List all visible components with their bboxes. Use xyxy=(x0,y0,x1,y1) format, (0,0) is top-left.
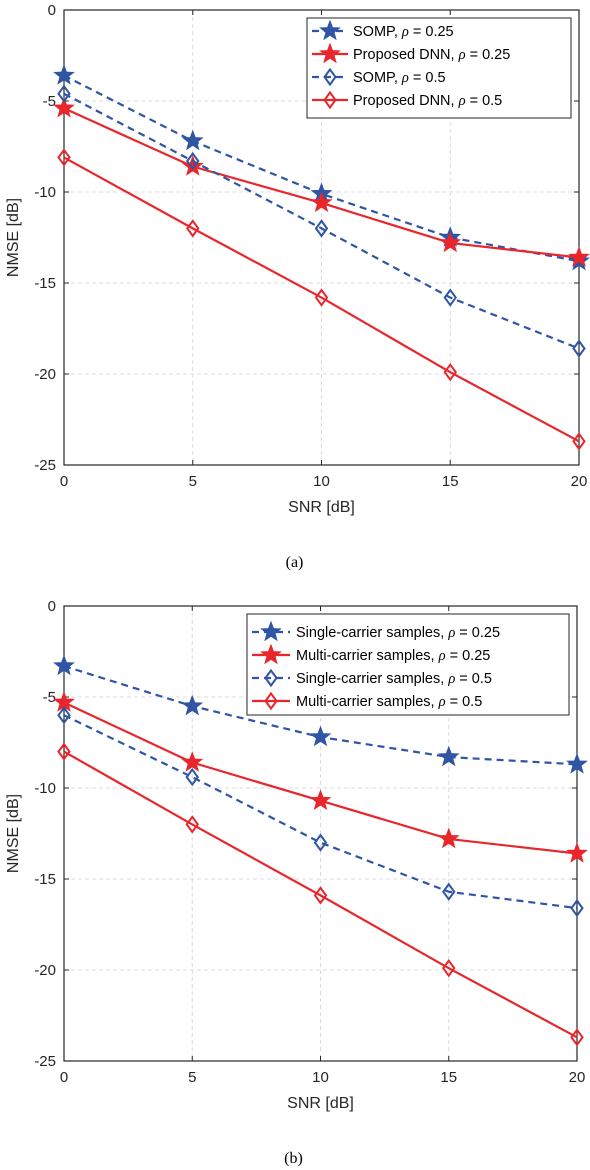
data-point xyxy=(442,882,456,901)
data-point xyxy=(185,767,199,787)
x-tick-label: 15 xyxy=(440,1069,457,1086)
data-point xyxy=(313,833,328,852)
data-point xyxy=(181,129,204,151)
series-line xyxy=(63,74,580,263)
x-tick-label: 10 xyxy=(313,473,330,490)
data-point xyxy=(572,339,586,358)
data-point xyxy=(309,725,332,747)
data-point xyxy=(53,64,75,85)
legend-label: Multi-carrier samples, ρ = 0.25 xyxy=(296,648,490,664)
legend-label: Multi-carrier samples, ρ = 0.5 xyxy=(296,694,482,710)
legend-marker xyxy=(260,643,282,665)
data-point xyxy=(53,96,75,118)
data-point xyxy=(314,288,329,307)
legend-box xyxy=(246,613,570,716)
legend: Single-carrier samples, ρ = 0.25 Multi-ca… xyxy=(246,613,570,716)
data-point xyxy=(568,246,590,267)
data-point xyxy=(185,815,199,834)
x-tick-label: 20 xyxy=(571,473,588,490)
series-1 xyxy=(53,654,588,774)
panel-caption: (b) xyxy=(284,1150,303,1167)
data-point xyxy=(309,789,332,810)
data-point xyxy=(186,219,200,238)
data-point xyxy=(566,842,588,863)
y-axis-title: NMSE [dB] xyxy=(5,794,22,873)
legend-label: Single-carrier samples, ρ = 0.5 xyxy=(296,671,492,687)
data-point xyxy=(313,886,328,905)
x-tick-label: 0 xyxy=(60,1069,68,1086)
data-point xyxy=(572,432,586,451)
series-line xyxy=(63,92,580,350)
data-point xyxy=(181,155,204,176)
legend-label: Proposed DNN, ρ = 0.5 xyxy=(353,93,502,109)
x-axis-title: SNR [dB] xyxy=(287,1095,354,1112)
data-point xyxy=(53,654,75,676)
y-tick-label: -10 xyxy=(34,184,56,201)
y-tick-label: -5 xyxy=(43,93,56,110)
data-point xyxy=(181,694,204,716)
data-point xyxy=(443,288,457,307)
series-line xyxy=(63,750,578,1039)
y-tick-label: -20 xyxy=(34,366,56,383)
data-point xyxy=(314,219,329,238)
y-tick-label: -25 xyxy=(34,457,56,474)
y-tick-label: -15 xyxy=(34,275,56,292)
legend-marker xyxy=(323,90,337,110)
data-point xyxy=(57,84,71,103)
data-point xyxy=(437,827,460,849)
data-point xyxy=(57,706,71,725)
y-tick-label: 0 xyxy=(48,598,56,615)
legend-label: SOMP, ρ = 0.25 xyxy=(353,24,454,40)
legend-marker xyxy=(264,691,278,711)
data-point xyxy=(570,898,584,918)
legend-marker xyxy=(323,67,337,87)
data-point xyxy=(570,1028,584,1047)
data-point xyxy=(437,745,460,767)
chart-panel-2: 0 5 10 15 20 0 -5 -10 -15 -20 -25 SNR [dB] NMSE [dB]… xyxy=(5,598,588,1167)
series-2 xyxy=(53,96,590,267)
x-axis-title: SNR [dB] xyxy=(288,499,355,516)
x-tick-label: 20 xyxy=(569,1069,586,1086)
legend-marker xyxy=(319,19,341,41)
data-point xyxy=(439,231,462,253)
y-tick-label: -20 xyxy=(34,962,56,979)
x-tick-label: 15 xyxy=(442,473,459,490)
legend-marker xyxy=(260,620,282,642)
y-tick-label: -15 xyxy=(34,871,56,888)
x-tick-label: 5 xyxy=(189,473,197,490)
legend-box xyxy=(306,17,572,119)
data-point xyxy=(181,751,204,772)
data-point xyxy=(57,742,71,761)
panel-caption: (a) xyxy=(286,554,304,571)
y-tick-label: -5 xyxy=(43,689,56,706)
legend-marker xyxy=(264,668,278,688)
y-tick-label: -25 xyxy=(34,1053,56,1070)
y-axis-title: NMSE [dB] xyxy=(5,198,22,277)
data-point xyxy=(443,362,457,382)
series-2 xyxy=(53,691,588,863)
legend-marker xyxy=(319,42,341,64)
x-tick-label: 0 xyxy=(60,473,68,490)
legend: SOMP, ρ = 0.25 Proposed DNN, ρ = 0.25 SOMP… xyxy=(306,17,572,119)
series-4 xyxy=(57,742,584,1047)
legend-label: Proposed DNN, ρ = 0.25 xyxy=(353,47,510,63)
legend-label: SOMP, ρ = 0.5 xyxy=(353,70,446,86)
chart-panel-1: 0 5 10 15 20 0 -5 -10 -15 -20 -25 SNR [dB] NMSE [dB]… xyxy=(5,2,590,571)
legend-label: Single-carrier samples, ρ = 0.25 xyxy=(296,625,500,641)
data-point xyxy=(442,958,456,978)
y-tick-label: 0 xyxy=(48,2,56,19)
series-4 xyxy=(57,148,586,451)
series-3 xyxy=(57,706,584,918)
data-point xyxy=(186,151,200,171)
series-line xyxy=(63,156,580,443)
data-point xyxy=(566,752,588,774)
data-point xyxy=(57,148,71,167)
x-tick-label: 5 xyxy=(188,1069,196,1086)
y-tick-label: -10 xyxy=(34,780,56,797)
series-3 xyxy=(57,84,586,358)
data-point xyxy=(310,191,333,213)
x-tick-label: 10 xyxy=(312,1069,329,1086)
